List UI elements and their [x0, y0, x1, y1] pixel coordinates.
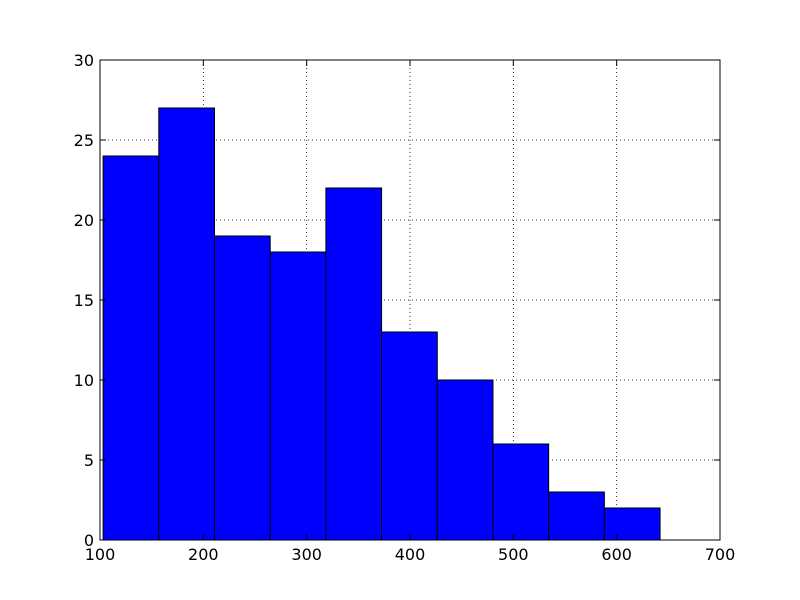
y-tick-label-6: 30: [74, 51, 94, 70]
x-tick-label-4: 500: [498, 545, 529, 564]
histogram-bar-0: [102, 155, 160, 541]
histogram-bar-7: [492, 443, 550, 541]
histogram-bar-9: [603, 507, 661, 541]
y-tick-label-3: 15: [74, 291, 94, 310]
x-tick-label-6: 700: [705, 545, 736, 564]
y-tick-label-1: 5: [84, 451, 94, 470]
x-tick-label-0: 100: [85, 545, 116, 564]
histogram-bar-2: [213, 235, 271, 541]
x-tick-label-2: 300: [291, 545, 322, 564]
y-axis-tick-labels: 0 5 10 15 20 25 30: [74, 51, 94, 550]
histogram-bar-6: [436, 379, 494, 541]
histogram-bar-4: [325, 187, 383, 541]
x-tick-label-5: 600: [601, 545, 632, 564]
histogram-bar-1: [158, 107, 215, 541]
histogram-bar-8: [548, 491, 605, 541]
x-axis-tick-labels: 100 200 300 400 500 600 700: [85, 545, 736, 564]
y-tick-label-2: 10: [74, 371, 94, 390]
y-tick-label-5: 25: [74, 131, 94, 150]
y-tick-label-4: 20: [74, 211, 94, 230]
x-tick-label-1: 200: [188, 545, 219, 564]
histogram-bars: [102, 107, 661, 541]
x-tick-label-3: 400: [395, 545, 426, 564]
axis-ticks: [99, 59, 721, 541]
histogram-bar-3: [269, 251, 327, 541]
y-tick-label-0: 0: [84, 531, 94, 550]
histogram-bar-5: [381, 331, 438, 541]
